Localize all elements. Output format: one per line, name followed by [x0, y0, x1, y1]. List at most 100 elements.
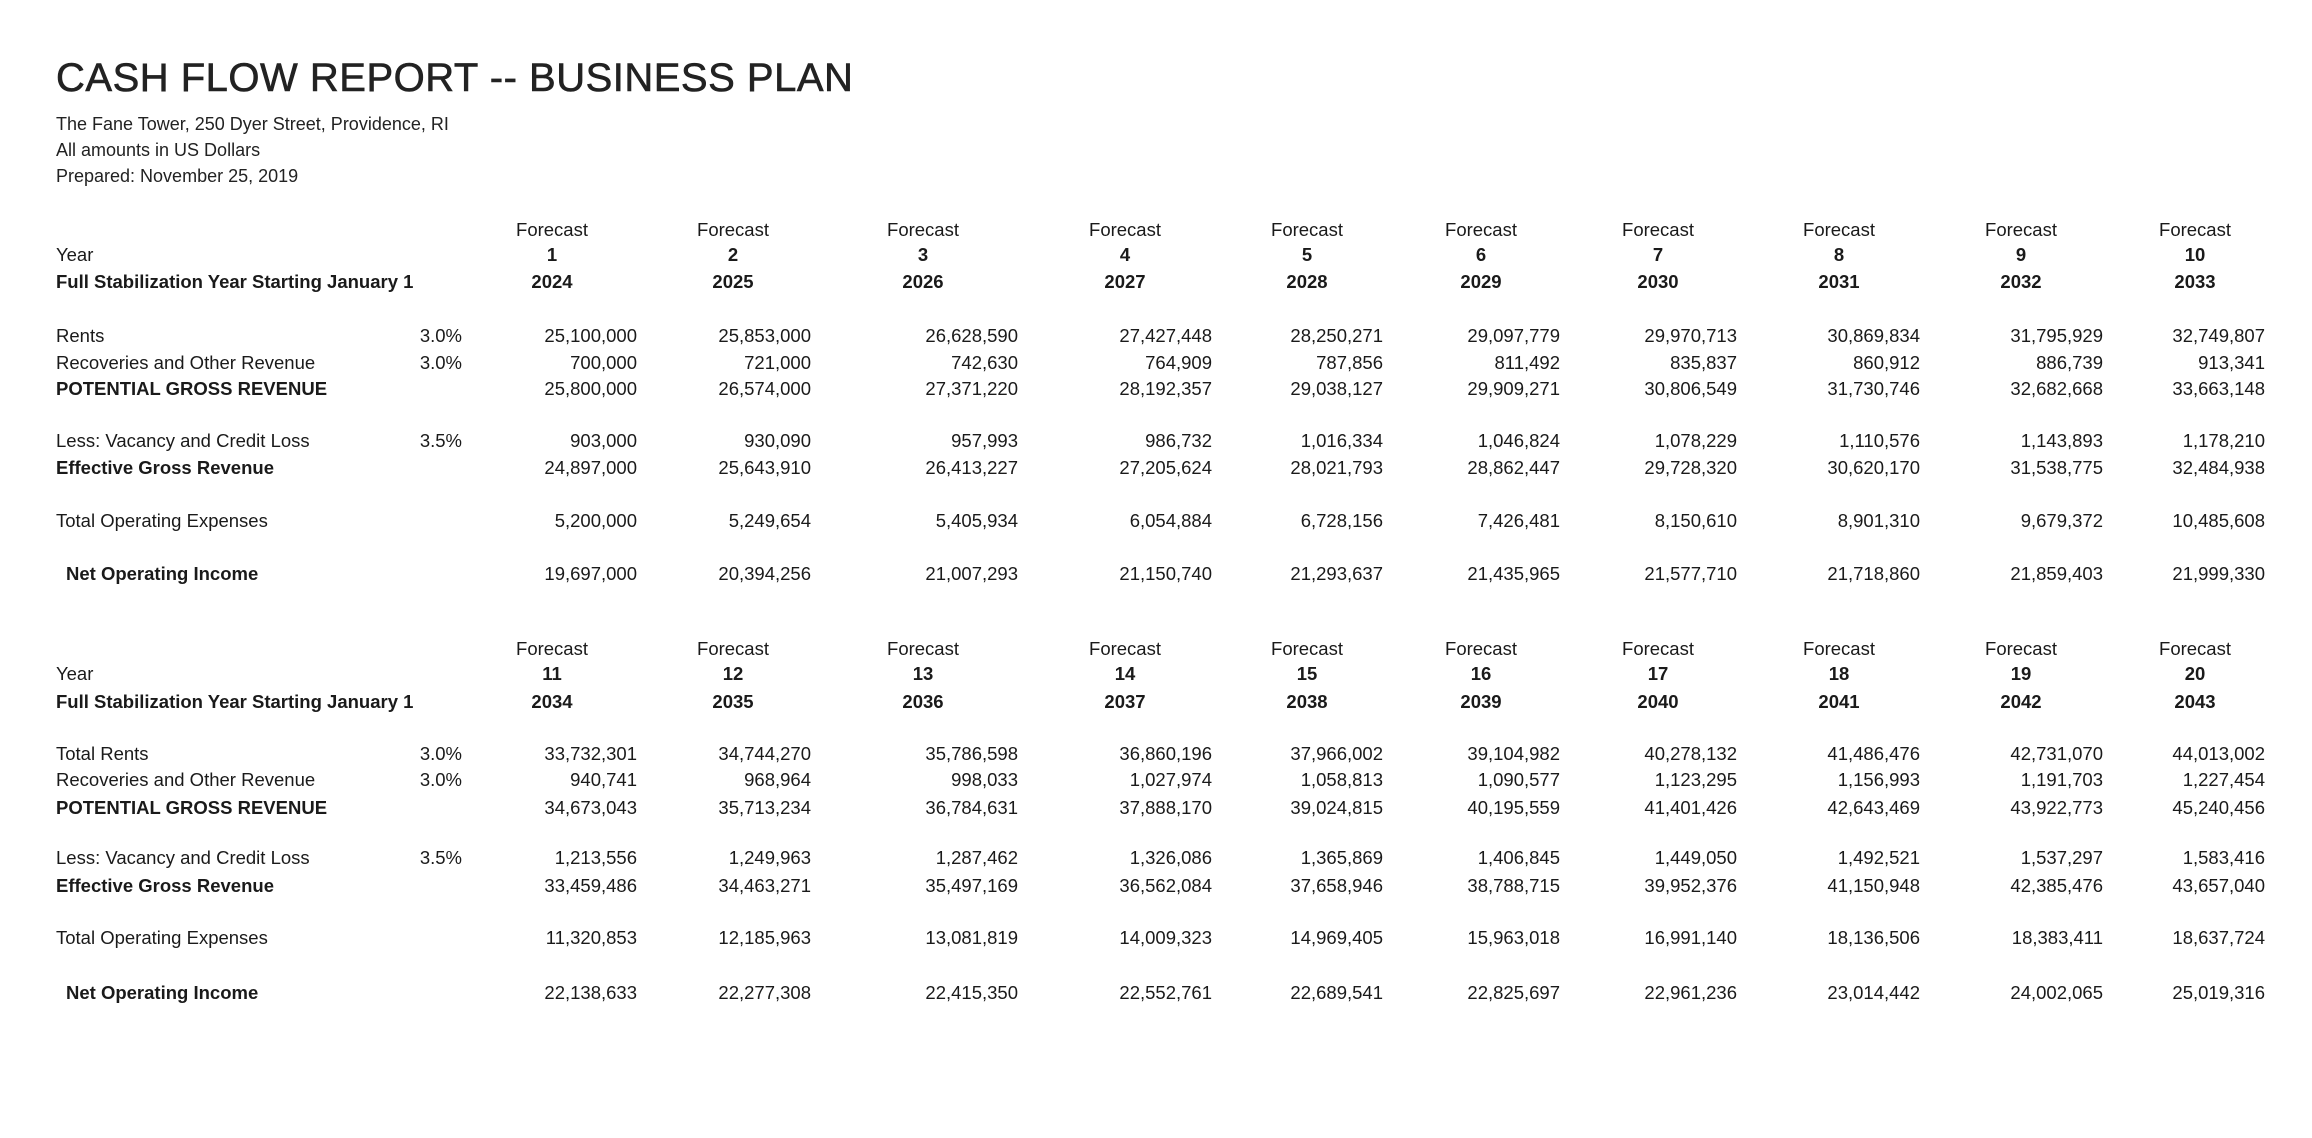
table-cell: 22,689,541: [1290, 982, 1383, 1003]
currency-note: All amounts in US Dollars: [56, 140, 261, 160]
table-cell: 1,178,210: [2182, 430, 2265, 451]
table-cell: 8,150,610: [1654, 510, 1737, 531]
period-number: 2: [727, 244, 739, 265]
table-cell: 22,277,308: [718, 982, 811, 1003]
row-label: Rents: [56, 325, 105, 346]
forecast-header: Forecast: [1445, 638, 1517, 659]
table-cell: 44,013,002: [2172, 743, 2265, 764]
table-cell: 1,143,893: [2020, 430, 2103, 451]
table-cell: 31,795,929: [2010, 325, 2103, 346]
table-cell: 1,046,824: [1477, 430, 1560, 451]
period-number: 11: [542, 663, 562, 684]
forecast-header: Forecast: [1089, 638, 1161, 659]
row-label: Recoveries and Other Revenue: [56, 769, 316, 790]
forecast-header: Forecast: [697, 638, 769, 659]
table-cell: 28,192,357: [1119, 378, 1212, 399]
table-cell: 38,788,715: [1467, 875, 1560, 896]
table-cell: 998,033: [951, 769, 1018, 790]
year-header: 2034: [531, 691, 573, 712]
table-cell: 43,922,773: [2010, 797, 2103, 818]
table-cell: 33,663,148: [2172, 378, 2265, 399]
table-cell: 764,909: [1145, 352, 1212, 373]
table-cell: 1,213,556: [554, 847, 637, 868]
table-cell: 30,869,834: [1827, 325, 1920, 346]
table-cell: 26,628,590: [925, 325, 1018, 346]
table-cell: 1,249,963: [728, 847, 811, 868]
table-cell: 1,583,416: [2182, 847, 2265, 868]
table-cell: 930,090: [744, 430, 811, 451]
table-cell: 28,021,793: [1290, 457, 1383, 478]
forecast-header: Forecast: [1089, 219, 1161, 240]
forecast-header: Forecast: [887, 219, 959, 240]
table-cell: 26,574,000: [718, 378, 811, 399]
table-cell: 21,577,710: [1644, 563, 1737, 584]
forecast-header: Forecast: [1271, 638, 1343, 659]
table-cell: 25,019,316: [2172, 982, 2265, 1003]
table-cell: 700,000: [570, 352, 637, 373]
table-cell: 32,484,938: [2172, 457, 2265, 478]
year-header: 2043: [2174, 691, 2216, 712]
year-header: 2031: [1818, 271, 1860, 292]
table-cell: 21,718,860: [1827, 563, 1920, 584]
period-number: 18: [1828, 663, 1850, 684]
table-cell: 30,806,549: [1644, 378, 1737, 399]
year-header: 2029: [1460, 271, 1502, 292]
period-number: 14: [1114, 663, 1136, 684]
table-cell: 39,104,982: [1467, 743, 1560, 764]
table-cell: 21,999,330: [2172, 563, 2265, 584]
table-cell: 14,009,323: [1119, 927, 1212, 948]
table-cell: 33,459,486: [544, 875, 637, 896]
report-title: CASH FLOW REPORT -- BUSINESS PLAN: [56, 56, 854, 101]
table-cell: 913,341: [2198, 352, 2265, 373]
table-cell: 21,859,403: [2010, 563, 2103, 584]
table-cell: 28,862,447: [1467, 457, 1560, 478]
table-cell: 22,415,350: [925, 982, 1018, 1003]
year-header: 2040: [1637, 691, 1679, 712]
table-cell: 1,492,521: [1837, 847, 1920, 868]
table-cell: 29,970,713: [1644, 325, 1737, 346]
row-label: Total Operating Expenses: [56, 510, 268, 531]
year-header: 2042: [2000, 691, 2042, 712]
period-number: 8: [1833, 244, 1845, 265]
table-cell: 15,963,018: [1467, 927, 1560, 948]
table-cell: 5,249,654: [728, 510, 811, 531]
forecast-header: Forecast: [1445, 219, 1517, 240]
year-header: 2027: [1104, 271, 1146, 292]
year-header: 2041: [1818, 691, 1860, 712]
row-label: Less: Vacancy and Credit Loss: [56, 847, 310, 868]
forecast-header: Forecast: [887, 638, 959, 659]
table-cell: 811,492: [1494, 352, 1561, 373]
table-cell: 1,537,297: [2020, 847, 2103, 868]
period-number: 1: [546, 244, 558, 265]
table-cell: 1,123,295: [1654, 769, 1737, 790]
table-cell: 1,156,993: [1837, 769, 1920, 790]
year-header: 2032: [2000, 271, 2042, 292]
table-cell: 41,401,426: [1644, 797, 1737, 818]
table-cell: 986,732: [1145, 430, 1212, 451]
table-cell: 1,016,334: [1300, 430, 1383, 451]
year-header: 2036: [902, 691, 944, 712]
period-number: 9: [2015, 244, 2027, 265]
table-cell: 29,038,127: [1290, 378, 1383, 399]
growth-rate: 3.0%: [419, 352, 462, 373]
forecast-header: Forecast: [1803, 219, 1875, 240]
table-cell: 21,435,965: [1467, 563, 1560, 584]
table-cell: 22,552,761: [1119, 982, 1212, 1003]
table-cell: 22,825,697: [1467, 982, 1560, 1003]
table-cell: 21,293,637: [1290, 563, 1383, 584]
table-cell: 19,697,000: [544, 563, 637, 584]
table-cell: 1,090,577: [1477, 769, 1560, 790]
table-cell: 11,320,853: [545, 927, 637, 948]
table-cell: 28,250,271: [1290, 325, 1383, 346]
table-cell: 31,730,746: [1827, 378, 1920, 399]
table-cell: 37,966,002: [1290, 743, 1383, 764]
table-cell: 835,837: [1670, 352, 1737, 373]
table-cell: 957,993: [951, 430, 1018, 451]
year-header: 2035: [712, 691, 754, 712]
table-cell: 18,383,411: [2011, 927, 2103, 948]
property-address: The Fane Tower, 250 Dyer Street, Provide…: [56, 114, 449, 134]
table-cell: 32,749,807: [2172, 325, 2265, 346]
year-header: 2025: [712, 271, 754, 292]
table-cell: 968,964: [744, 769, 811, 790]
period-number: 10: [2184, 244, 2206, 265]
